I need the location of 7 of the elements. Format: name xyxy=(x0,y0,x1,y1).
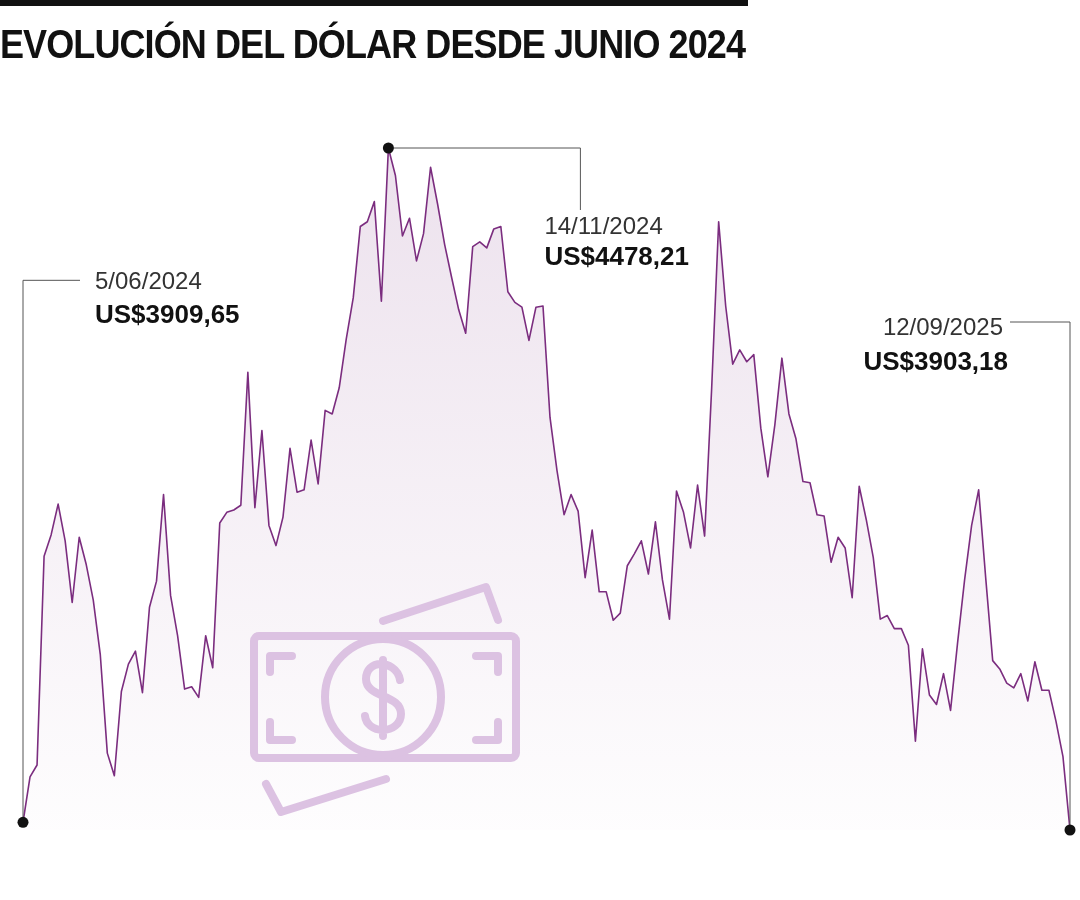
chart-title: EVOLUCIÓN DEL DÓLAR DESDE JUNIO 2024 xyxy=(0,22,746,66)
annotation: 12/09/2025 xyxy=(882,313,1003,340)
annotation: 14/11/2024 xyxy=(544,212,663,239)
data-label: US$3903,18 xyxy=(863,346,1008,376)
annotation: 5/06/2024 xyxy=(95,267,202,295)
data-label: US$3909,65 xyxy=(95,299,240,330)
data-label: US$4478,21 xyxy=(544,241,689,271)
